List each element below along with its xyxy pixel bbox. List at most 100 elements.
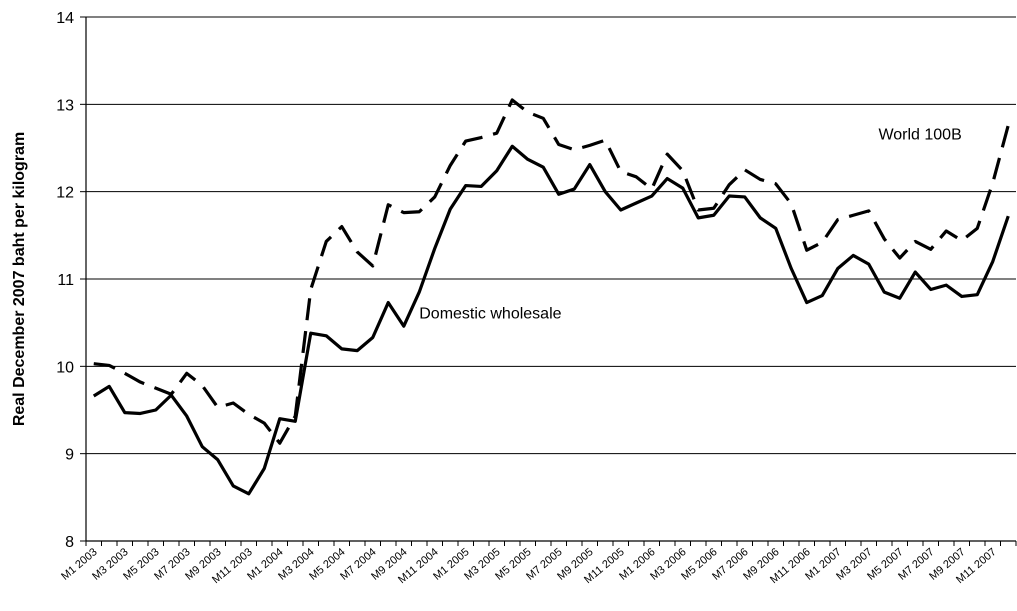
data-point-world-100b <box>557 143 561 147</box>
data-point-domestic-wholesale <box>402 324 406 328</box>
data-point-world-100b <box>433 195 437 199</box>
data-point-domestic-wholesale <box>696 216 700 220</box>
data-point-world-100b <box>805 248 809 252</box>
data-point-world-100b <box>1006 123 1010 127</box>
data-point-domestic-wholesale <box>572 187 576 191</box>
data-point-world-100b <box>169 392 173 396</box>
data-point-world-100b <box>138 380 142 384</box>
data-point-world-100b <box>727 183 731 187</box>
data-point-domestic-wholesale <box>154 408 158 412</box>
data-point-domestic-wholesale <box>231 484 235 488</box>
data-point-world-100b <box>417 210 421 214</box>
data-point-domestic-wholesale <box>247 492 251 496</box>
data-point-world-100b <box>510 98 514 102</box>
data-point-world-100b <box>479 136 483 140</box>
data-point-domestic-wholesale <box>603 190 607 194</box>
data-point-world-100b <box>882 237 886 241</box>
data-point-world-100b <box>960 239 964 243</box>
data-point-world-100b <box>836 218 840 222</box>
data-point-world-100b <box>603 138 607 142</box>
data-point-world-100b <box>712 206 716 210</box>
data-point-domestic-wholesale <box>681 186 685 190</box>
series-lines <box>92 98 1010 496</box>
data-point-world-100b <box>913 239 917 243</box>
data-point-world-100b <box>541 116 545 120</box>
y-tick-label: 10 <box>56 359 74 376</box>
data-point-domestic-wholesale <box>588 163 592 167</box>
data-point-domestic-wholesale <box>975 293 979 297</box>
data-point-world-100b <box>774 182 778 186</box>
data-point-domestic-wholesale <box>665 177 669 181</box>
data-point-domestic-wholesale <box>510 144 514 148</box>
y-tick-label: 14 <box>56 10 74 27</box>
data-point-world-100b <box>216 405 220 409</box>
data-point-domestic-wholesale <box>495 169 499 173</box>
data-point-world-100b <box>154 386 158 390</box>
series-line-domestic-wholesale <box>92 144 1010 496</box>
data-point-domestic-wholesale <box>355 349 359 353</box>
data-point-world-100b <box>898 256 902 260</box>
data-point-domestic-wholesale <box>929 287 933 291</box>
data-point-world-100b <box>386 203 390 207</box>
y-tick-label: 11 <box>57 272 74 289</box>
data-point-world-100b <box>867 209 871 213</box>
data-point-domestic-wholesale <box>774 226 778 230</box>
annotation-domestic-wholesale: Domestic wholesale <box>419 305 561 322</box>
data-point-world-100b <box>634 175 638 179</box>
data-point-world-100b <box>696 208 700 212</box>
data-point-world-100b <box>820 240 824 244</box>
y-tick-label: 9 <box>65 447 74 464</box>
data-point-domestic-wholesale <box>634 201 638 205</box>
data-point-world-100b <box>526 110 530 114</box>
data-point-world-100b <box>464 139 468 143</box>
data-point-domestic-wholesale <box>913 270 917 274</box>
data-point-domestic-wholesale <box>1006 214 1010 218</box>
data-point-world-100b <box>758 177 762 181</box>
data-point-world-100b <box>309 287 313 291</box>
data-point-world-100b <box>681 169 685 173</box>
data-point-domestic-wholesale <box>324 334 328 338</box>
data-point-world-100b <box>293 414 297 418</box>
data-point-domestic-wholesale <box>479 184 483 188</box>
data-point-world-100b <box>324 239 328 243</box>
y-tick-label: 13 <box>56 97 74 114</box>
data-point-world-100b <box>944 229 948 233</box>
data-point-world-100b <box>92 362 96 366</box>
data-point-domestic-wholesale <box>417 290 421 294</box>
data-point-domestic-wholesale <box>262 467 266 471</box>
data-point-domestic-wholesale <box>293 419 297 423</box>
data-point-domestic-wholesale <box>200 445 204 449</box>
annotation-world-100b: World 100B <box>878 126 961 143</box>
data-point-world-100b <box>355 250 359 254</box>
data-point-world-100b <box>123 371 127 375</box>
data-point-domestic-wholesale <box>464 184 468 188</box>
data-point-world-100b <box>619 170 623 174</box>
data-point-domestic-wholesale <box>944 283 948 287</box>
data-point-world-100b <box>975 226 979 230</box>
data-point-domestic-wholesale <box>836 267 840 271</box>
data-point-world-100b <box>231 401 235 405</box>
labels: Real December 2007 baht per kilogram Worl… <box>11 126 962 426</box>
data-point-world-100b <box>448 163 452 167</box>
data-point-world-100b <box>371 264 375 268</box>
data-point-domestic-wholesale <box>619 208 623 212</box>
data-point-world-100b <box>991 181 995 185</box>
data-point-world-100b <box>262 421 266 425</box>
data-point-world-100b <box>650 187 654 191</box>
data-point-domestic-wholesale <box>216 458 220 462</box>
data-point-domestic-wholesale <box>882 290 886 294</box>
data-point-world-100b <box>200 384 204 388</box>
data-point-world-100b <box>495 131 499 135</box>
y-tick-label: 12 <box>56 185 74 202</box>
data-point-world-100b <box>743 168 747 172</box>
data-point-domestic-wholesale <box>107 384 111 388</box>
gridlines <box>86 16 1016 455</box>
data-point-domestic-wholesale <box>541 165 545 169</box>
data-point-world-100b <box>340 225 344 229</box>
data-point-domestic-wholesale <box>278 417 282 421</box>
data-point-domestic-wholesale <box>371 336 375 340</box>
data-point-domestic-wholesale <box>991 260 995 264</box>
